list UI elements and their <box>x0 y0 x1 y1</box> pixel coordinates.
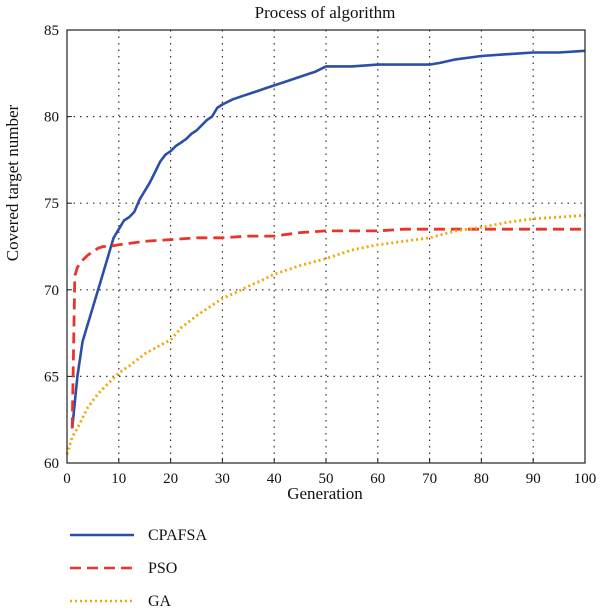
x-tick-label: 50 <box>319 471 334 487</box>
y-tick-label: 75 <box>44 196 59 212</box>
x-tick-label: 0 <box>63 471 71 487</box>
series-lines <box>65 49 586 455</box>
x-tick-label: 100 <box>574 471 597 487</box>
series-line-cpafsa <box>70 49 586 429</box>
series-line-pso <box>70 227 585 429</box>
y-tick-label: 80 <box>44 110 59 126</box>
series-line-ga <box>65 213 586 455</box>
axis-ticks: 0 10 20 30 40 50 60 70 80 90 100 60 65 70 75 80 85 <box>44 23 596 487</box>
plot-frame <box>66 29 586 464</box>
x-tick-label: 70 <box>422 471 437 487</box>
y-tick-label: 70 <box>44 283 59 299</box>
y-tick-label: 85 <box>44 23 59 39</box>
legend-label-ga: GA <box>148 593 172 610</box>
legend-label-cpafsa: CPAFSA <box>148 527 207 544</box>
x-tick-label: 10 <box>111 471 126 487</box>
x-axis-label: Generation <box>287 484 363 503</box>
chart-title: Process of algorithm <box>255 3 396 22</box>
x-tick-label: 20 <box>163 471 178 487</box>
x-tick-label: 40 <box>267 471 282 487</box>
x-tick-label: 80 <box>474 471 489 487</box>
legend-label-pso: PSO <box>148 560 177 577</box>
x-tick-label: 90 <box>526 471 541 487</box>
legend: CPAFSA PSO GA <box>70 527 207 610</box>
y-tick-label: 65 <box>44 369 59 385</box>
y-axis-label: Covered target number <box>3 104 22 261</box>
x-tick-label: 30 <box>215 471 230 487</box>
grid-lines <box>67 30 585 463</box>
x-tick-label: 60 <box>370 471 385 487</box>
y-tick-label: 60 <box>44 456 59 472</box>
